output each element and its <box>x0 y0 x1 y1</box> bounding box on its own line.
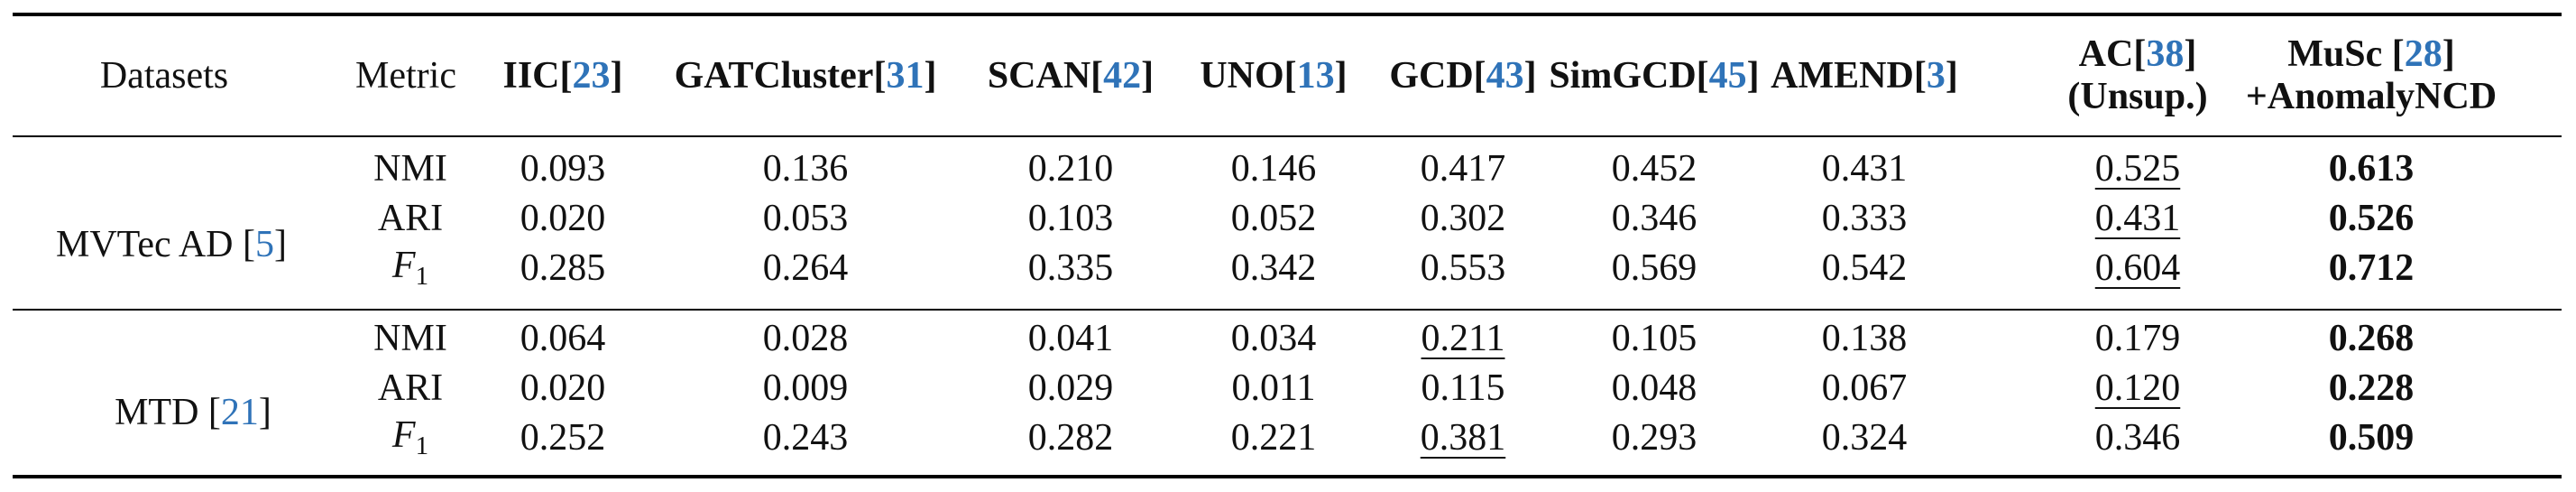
table-cell-best: 0.712 <box>2328 247 2415 289</box>
metric-label: ARI <box>377 198 444 239</box>
table-cell: 0.053 <box>762 198 849 239</box>
table-cell: 0.020 <box>520 198 606 239</box>
table-cell: 0.346 <box>2094 417 2181 459</box>
table-cell: 0.342 <box>1230 247 1317 289</box>
table-cell-second-best: 0.525 <box>2094 148 2181 190</box>
header-method-gcd: GCD[43] <box>1389 55 1537 97</box>
table-cell: 0.417 <box>1420 148 1506 190</box>
header-method-gatcluster: GATCluster[31] <box>674 55 937 97</box>
header-method-ac: AC[38] (Unsup.) <box>2067 33 2207 118</box>
metric-label: F1 <box>391 414 429 460</box>
table-cell: 0.009 <box>762 367 849 409</box>
table-cell: 0.282 <box>1027 417 1114 459</box>
table-cell: 0.105 <box>1611 318 1697 359</box>
table-cell: 0.048 <box>1611 367 1697 409</box>
table-cell: 0.179 <box>2094 318 2181 359</box>
table-cell: 0.252 <box>520 417 606 459</box>
table-cell-best: 0.228 <box>2328 367 2415 409</box>
table-cell: 0.346 <box>1611 198 1697 239</box>
table-cell: 0.034 <box>1230 318 1317 359</box>
header-method-scan: SCAN[42] <box>987 55 1155 97</box>
table-cell: 0.067 <box>1821 367 1908 409</box>
table-cell: 0.542 <box>1821 247 1908 289</box>
header-ac-line1: AC[38] <box>2078 32 2197 75</box>
table-cell: 0.210 <box>1027 148 1114 190</box>
metric-label: F1 <box>391 245 429 291</box>
header-method-uno: UNO[13] <box>1200 55 1348 97</box>
header-musc-line2: +AnomalyNCD <box>2245 76 2498 117</box>
table-cell: 0.553 <box>1420 247 1506 289</box>
table-cell: 0.264 <box>762 247 849 289</box>
group-divider <box>13 309 2562 311</box>
table-cell: 0.138 <box>1821 318 1908 359</box>
table-cell: 0.333 <box>1821 198 1908 239</box>
header-method-iic: IIC[23] <box>502 55 623 97</box>
table-cell-second-best: 0.211 <box>1421 318 1505 359</box>
metric-label: NMI <box>373 148 447 190</box>
table-cell: 0.115 <box>1421 367 1505 409</box>
table-cell: 0.029 <box>1027 367 1114 409</box>
table-cell: 0.243 <box>762 417 849 459</box>
dataset-label-mtd: MTD [21] <box>115 392 271 433</box>
table-cell: 0.285 <box>520 247 606 289</box>
table-cell: 0.093 <box>520 148 606 190</box>
table-cell: 0.020 <box>520 367 606 409</box>
table-cell: 0.569 <box>1611 247 1697 289</box>
table-cell: 0.293 <box>1611 417 1697 459</box>
metric-label: NMI <box>373 318 447 359</box>
header-method-amend: AMEND[3] <box>1771 55 1958 97</box>
header-divider <box>13 135 2562 137</box>
table-cell: 0.103 <box>1027 198 1114 239</box>
table-cell: 0.028 <box>762 318 849 359</box>
table-bottom-rule <box>13 475 2562 478</box>
header-method-musc: MuSc [28] +AnomalyNCD <box>2246 33 2497 118</box>
header-ac-line2: (Unsup.) <box>2067 76 2208 117</box>
table-cell-best: 0.268 <box>2328 318 2415 359</box>
table-cell: 0.431 <box>1821 148 1908 190</box>
table-top-rule <box>13 13 2562 16</box>
table-cell-best: 0.526 <box>2328 198 2415 239</box>
table-cell: 0.041 <box>1027 318 1114 359</box>
table-cell: 0.146 <box>1230 148 1317 190</box>
table-cell: 0.136 <box>762 148 849 190</box>
dataset-label-mvtec: MVTec AD [5] <box>55 224 288 265</box>
table-cell-best: 0.509 <box>2328 417 2415 459</box>
table-cell-second-best: 0.381 <box>1420 417 1506 459</box>
header-datasets: Datasets <box>99 55 229 97</box>
table-cell-second-best: 0.604 <box>2094 247 2181 289</box>
table-cell-second-best: 0.431 <box>2094 198 2181 239</box>
table-cell: 0.064 <box>520 318 606 359</box>
table-cell-best: 0.613 <box>2328 148 2415 190</box>
table-cell: 0.011 <box>1231 367 1316 409</box>
table-cell: 0.324 <box>1821 417 1908 459</box>
table-cell: 0.302 <box>1420 198 1506 239</box>
table-cell: 0.452 <box>1611 148 1697 190</box>
header-metric: Metric <box>355 55 456 97</box>
table-cell: 0.335 <box>1027 247 1114 289</box>
table-cell: 0.221 <box>1230 417 1317 459</box>
header-musc-line1: MuSc [28] <box>2287 32 2455 75</box>
metric-label: ARI <box>377 367 444 409</box>
table-cell: 0.052 <box>1230 198 1317 239</box>
table-cell-second-best: 0.120 <box>2094 367 2181 409</box>
header-method-simgcd: SimGCD[45] <box>1549 55 1760 97</box>
